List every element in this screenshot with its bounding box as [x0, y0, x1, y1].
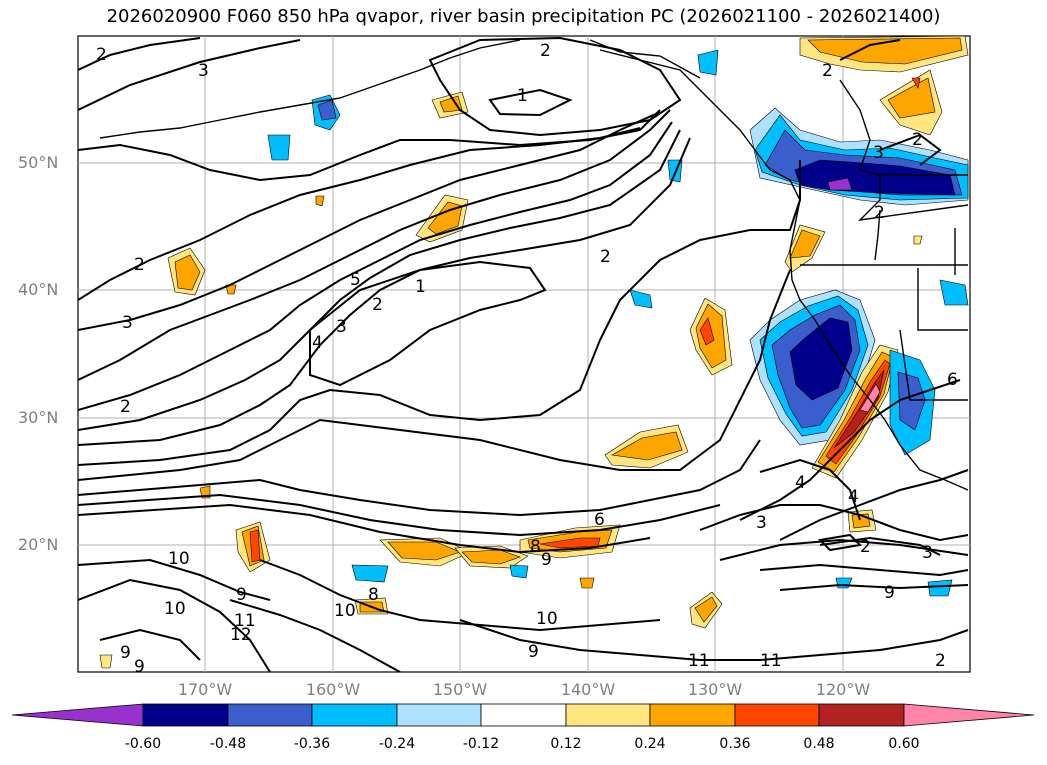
contour-label: 4: [848, 487, 859, 507]
contour-label: 3: [122, 313, 133, 333]
contour-label: 2: [540, 41, 551, 61]
coastlines: [99, 39, 969, 491]
contour-label: 2: [96, 45, 107, 65]
contour-label: 3: [922, 543, 933, 563]
contour-label: 3: [756, 513, 767, 533]
contour-label: 2: [372, 295, 383, 315]
contour-label: 10: [536, 609, 558, 629]
colorbar-tick: 0.24: [634, 736, 666, 752]
colorbar-tick: 0.60: [888, 736, 920, 752]
colorbar-tick: 0.36: [719, 736, 751, 752]
colorbar-tick: 0.12: [550, 736, 582, 752]
lat-label: 20°N: [18, 535, 59, 554]
contour-label: 10: [164, 599, 186, 619]
colorbar-tick: -0.12: [462, 736, 500, 752]
colorbar-segment: [396, 703, 482, 727]
contour-label: 1: [517, 86, 528, 106]
contour-label: 2: [935, 651, 946, 671]
contour-label: 4: [312, 333, 323, 353]
contour-label: 9: [541, 550, 552, 570]
lat-label: 30°N: [18, 408, 59, 427]
lon-label: 150°W: [432, 680, 488, 699]
contour-label: 10: [168, 549, 190, 569]
contour-label: 10: [334, 601, 356, 621]
contour-label: 2: [120, 397, 131, 417]
colorbar-segment: [649, 703, 736, 727]
colorbar-min-extend: [11, 703, 144, 727]
colorbar-segment: [142, 703, 229, 727]
contour-label: 2: [600, 247, 611, 267]
contour-label: 6: [947, 370, 958, 390]
qvapor-contours: [78, 36, 969, 672]
plot-frame: [77, 35, 971, 673]
colorbar-segment: [734, 703, 820, 727]
colorbar-tick: 0.48: [803, 736, 835, 752]
contour-label: 6: [594, 510, 605, 530]
contour-label: 8: [530, 537, 541, 557]
contour-label: 11: [688, 651, 710, 671]
contour-label: 9: [134, 657, 145, 677]
contour-label: 3: [198, 61, 209, 81]
colorbar: [11, 703, 1035, 727]
contour-label: 11: [760, 651, 782, 671]
contour-label: 2: [874, 203, 885, 223]
lon-label: 120°W: [815, 680, 871, 699]
lon-label: 170°W: [177, 680, 233, 699]
map-title: 2026020900 F060 850 hPa qvapor, river ba…: [106, 6, 941, 27]
contour-label: 1: [415, 277, 426, 297]
contour-labels: 2 3 2 1 2 1 5 2 3 3 2 2 2 2 4 4 2 3 3 6 …: [96, 41, 958, 677]
contour-label: 8: [368, 585, 379, 605]
colorbar-segment: [480, 703, 567, 727]
lon-label: 140°W: [560, 680, 616, 699]
colorbar-segment: [565, 703, 651, 727]
contour-label: 5: [350, 270, 361, 290]
contour-label: 2: [860, 537, 871, 557]
contour-label: 9: [120, 643, 131, 663]
colorbar-segment: [818, 703, 905, 727]
lat-label: 40°N: [18, 280, 59, 299]
colorbar-segment: [311, 703, 398, 727]
precip-shading: [99, 36, 969, 669]
contour-label: 2: [134, 255, 145, 275]
contour-label: 4: [795, 473, 806, 493]
colorbar-max-extend: [903, 703, 1035, 727]
contour-label: 3: [336, 317, 347, 337]
lon-label: 160°W: [305, 680, 361, 699]
contour-label: 11: [234, 611, 256, 631]
colorbar-tick: -0.24: [378, 736, 416, 752]
contour-label: 9: [884, 583, 895, 603]
lat-label: 50°N: [18, 153, 59, 172]
contour-label: 3: [873, 143, 884, 163]
contour-label: 2: [912, 130, 923, 150]
lon-label: 130°W: [687, 680, 743, 699]
colorbar-tick: -0.36: [293, 736, 331, 752]
colorbar-tick: -0.60: [124, 736, 162, 752]
colorbar-segment: [227, 703, 313, 727]
contour-label: 9: [236, 585, 247, 605]
contour-label: 9: [528, 642, 539, 662]
colorbar-tick: -0.48: [209, 736, 247, 752]
contour-label: 2: [822, 61, 833, 81]
contour-label: 12: [230, 625, 252, 645]
